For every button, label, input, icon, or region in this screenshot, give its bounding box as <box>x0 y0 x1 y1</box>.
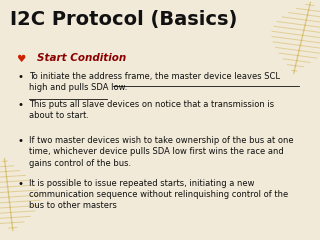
Text: •: • <box>18 136 24 146</box>
Text: •: • <box>18 72 24 82</box>
Text: I2C Protocol (Basics): I2C Protocol (Basics) <box>10 10 237 29</box>
Text: ♥: ♥ <box>16 54 25 64</box>
Text: •: • <box>18 179 24 189</box>
Text: To initiate the address frame, the master device leaves SCL
high and pulls SDA l: To initiate the address frame, the maste… <box>29 72 280 92</box>
Text: It is possible to issue repeated starts, initiating a new
communication sequence: It is possible to issue repeated starts,… <box>29 179 288 210</box>
Text: This puts all slave devices on notice that a transmission is
about to start.: This puts all slave devices on notice th… <box>29 100 274 120</box>
Text: Start Condition: Start Condition <box>37 53 126 63</box>
Text: If two master devices wish to take ownership of the bus at one
time, whichever d: If two master devices wish to take owner… <box>29 136 293 168</box>
Text: •: • <box>18 100 24 110</box>
